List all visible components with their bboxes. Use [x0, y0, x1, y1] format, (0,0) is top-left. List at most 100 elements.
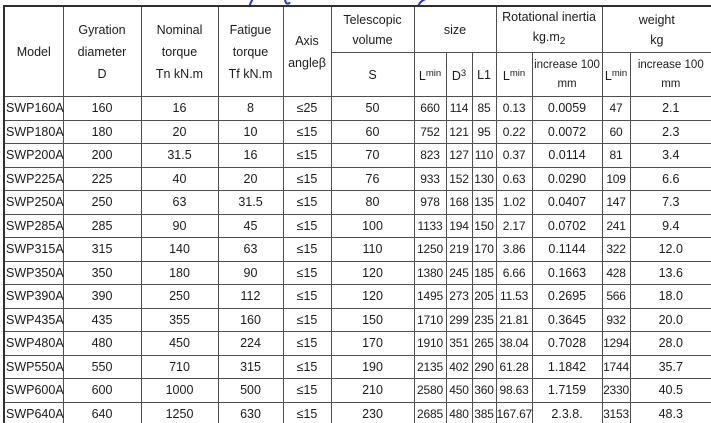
- cell-inertia_Lmin: 2.17: [495, 213, 533, 238]
- cell-gyration_diameter_D: 600: [62, 378, 142, 403]
- cell-inertia_Lmin: 0.13: [495, 96, 533, 121]
- col-header-telescopic-volume: Telescopic volume: [330, 5, 415, 53]
- cell-gyration_diameter_D: 285: [62, 213, 142, 238]
- cell-inertia_Lmin: 61.28: [495, 354, 533, 379]
- cell-size_D3: 121: [445, 119, 473, 144]
- col-header-axis-angle: Axis angleβ: [282, 5, 332, 97]
- cell-weight_increase_100mm: 40.5: [629, 378, 711, 403]
- table-row: SWP285A 285 90 45 ≤15 100 1133 194 150 2.17 0.0702…: [3, 213, 711, 238]
- cell-inertia_Lmin: 38.04: [495, 331, 533, 356]
- cell-inertia_Lmin: 0.63: [495, 166, 533, 191]
- lmin-base: L: [418, 68, 426, 83]
- cell-inertia_increase_100mm: 0.0290: [531, 166, 603, 191]
- cell-weight_increase_100mm: 9.4: [629, 213, 711, 238]
- cell-inertia_increase_100mm: 0.3645: [531, 307, 603, 332]
- cell-size_D3: 245: [445, 260, 473, 285]
- cell-weight_Lmin: 1744: [601, 354, 631, 379]
- cell-fatigue_torque_Tf_kNm: 20: [217, 166, 284, 191]
- cell-fatigue_torque_Tf_kNm: 31.5: [217, 190, 284, 215]
- table-body: SWP160A 160 16 8 ≤25 50 660 114 85 0.13 0.0059 47 2.…: [3, 96, 711, 423]
- cell-inertia_increase_100mm: 0.0114: [531, 143, 603, 168]
- table-row: SWP250A 250 63 31.5 ≤15 80 978 168 135 1.02 0.0407…: [3, 190, 711, 215]
- cell-gyration_diameter_D: 160: [62, 96, 142, 121]
- cell-size_L1: 385: [471, 401, 497, 423]
- cell-inertia_Lmin: 0.37: [495, 143, 533, 168]
- col-header-rotational-inertia: Rotational inertia kg.m2: [495, 5, 603, 53]
- cell-axis_angle_beta: ≤15: [282, 307, 332, 332]
- cell-nominal_torque_Tn_kNm: 16: [140, 96, 219, 121]
- cell-gyration_diameter_D: 480: [62, 331, 142, 356]
- cell-size_L1: 95: [471, 119, 497, 144]
- cell-inertia_increase_100mm: 0.7028: [531, 331, 603, 356]
- cell-fatigue_torque_Tf_kNm: 630: [217, 401, 284, 423]
- cell-axis_angle_beta: ≤15: [282, 284, 332, 309]
- cell-weight_increase_100mm: 2.1: [629, 96, 711, 121]
- cell-inertia_Lmin: 21.81: [495, 307, 533, 332]
- cell-inertia_increase_100mm: 0.0407: [531, 190, 603, 215]
- cell-size_L1: 150: [471, 213, 497, 238]
- cell-inertia_Lmin: 1.02: [495, 190, 533, 215]
- cell-telescopic_volume_S: 210: [330, 378, 415, 403]
- d3-sup: 3: [460, 67, 467, 79]
- table-row: SWP600A 600 1000 500 ≤15 210 2580 450 360 98.63 1.…: [3, 378, 711, 403]
- cell-weight_increase_100mm: 12.0: [629, 237, 711, 262]
- cell-gyration_diameter_D: 435: [62, 307, 142, 332]
- table-row: SWP315A 315 140 63 ≤15 110 1250 219 170 3.86 0.114…: [3, 237, 711, 262]
- cell-axis_angle_beta: ≤15: [282, 260, 332, 285]
- table-row: SWP435A 435 355 160 ≤15 150 1710 299 235 21.81 0.3…: [3, 307, 711, 332]
- lmin-sup: min: [611, 67, 628, 79]
- ink-stroke: [417, 0, 427, 7]
- cell-axis_angle_beta: ≤15: [282, 143, 332, 168]
- cell-model: SWP390A: [3, 284, 64, 309]
- cell-telescopic_volume_S: 60: [330, 119, 415, 144]
- cell-fatigue_torque_Tf_kNm: 112: [217, 284, 284, 309]
- cell-size_Lmin: 823: [413, 143, 447, 168]
- cell-size_L1: 290: [471, 354, 497, 379]
- cell-weight_increase_100mm: 6.6: [629, 166, 711, 191]
- cell-size_Lmin: 933: [413, 166, 447, 191]
- col-header-size-d3: D3: [445, 52, 473, 97]
- col-header-s: S: [330, 52, 415, 97]
- cell-weight_Lmin: 322: [601, 237, 631, 262]
- cell-gyration_diameter_D: 225: [62, 166, 142, 191]
- cell-telescopic_volume_S: 150: [330, 307, 415, 332]
- cell-telescopic_volume_S: 70: [330, 143, 415, 168]
- cell-telescopic_volume_S: 120: [330, 260, 415, 285]
- cell-size_L1: 110: [471, 143, 497, 168]
- cell-nominal_torque_Tn_kNm: 63: [140, 190, 219, 215]
- cell-telescopic_volume_S: 100: [330, 213, 415, 238]
- cell-size_Lmin: 660: [413, 96, 447, 121]
- cell-gyration_diameter_D: 180: [62, 119, 142, 144]
- cell-fatigue_torque_Tf_kNm: 10: [217, 119, 284, 144]
- cell-nominal_torque_Tn_kNm: 31.5: [140, 143, 219, 168]
- cell-inertia_Lmin: 98.63: [495, 378, 533, 403]
- cell-weight_Lmin: 566: [601, 284, 631, 309]
- table-row: SWP200A 200 31.5 16 ≤15 70 823 127 110 0.37 0.0114…: [3, 143, 711, 168]
- cell-size_D3: 450: [445, 378, 473, 403]
- cell-size_Lmin: 2135: [413, 354, 447, 379]
- lmin-sup: min: [425, 67, 442, 79]
- cell-inertia_increase_100mm: 0.0059: [531, 96, 603, 121]
- cell-inertia_increase_100mm: 0.1663: [531, 260, 603, 285]
- cell-size_Lmin: 1495: [413, 284, 447, 309]
- cell-inertia_increase_100mm: 1.1842: [531, 354, 603, 379]
- cell-size_L1: 85: [471, 96, 497, 121]
- cell-weight_increase_100mm: 35.7: [629, 354, 711, 379]
- cell-nominal_torque_Tn_kNm: 250: [140, 284, 219, 309]
- cell-gyration_diameter_D: 250: [62, 190, 142, 215]
- cell-inertia_Lmin: 11.53: [495, 284, 533, 309]
- cell-weight_increase_100mm: 7.3: [629, 190, 711, 215]
- cell-axis_angle_beta: ≤15: [282, 213, 332, 238]
- cell-weight_increase_100mm: 20.0: [629, 307, 711, 332]
- table-header: Model Gyration diameter D Nominal torque…: [3, 5, 711, 97]
- cell-model: SWP350A: [3, 260, 64, 285]
- cell-weight_Lmin: 3153: [601, 401, 631, 423]
- cell-fatigue_torque_Tf_kNm: 500: [217, 378, 284, 403]
- cell-weight_increase_100mm: 48.3: [629, 401, 711, 423]
- cell-model: SWP550A: [3, 354, 64, 379]
- cell-size_Lmin: 1710: [413, 307, 447, 332]
- cell-weight_Lmin: 81: [601, 143, 631, 168]
- cell-model: SWP480A: [3, 331, 64, 356]
- col-header-fatigue-torque: Fatigue torque Tf kN.m: [217, 5, 284, 97]
- cell-size_D3: 127: [445, 143, 473, 168]
